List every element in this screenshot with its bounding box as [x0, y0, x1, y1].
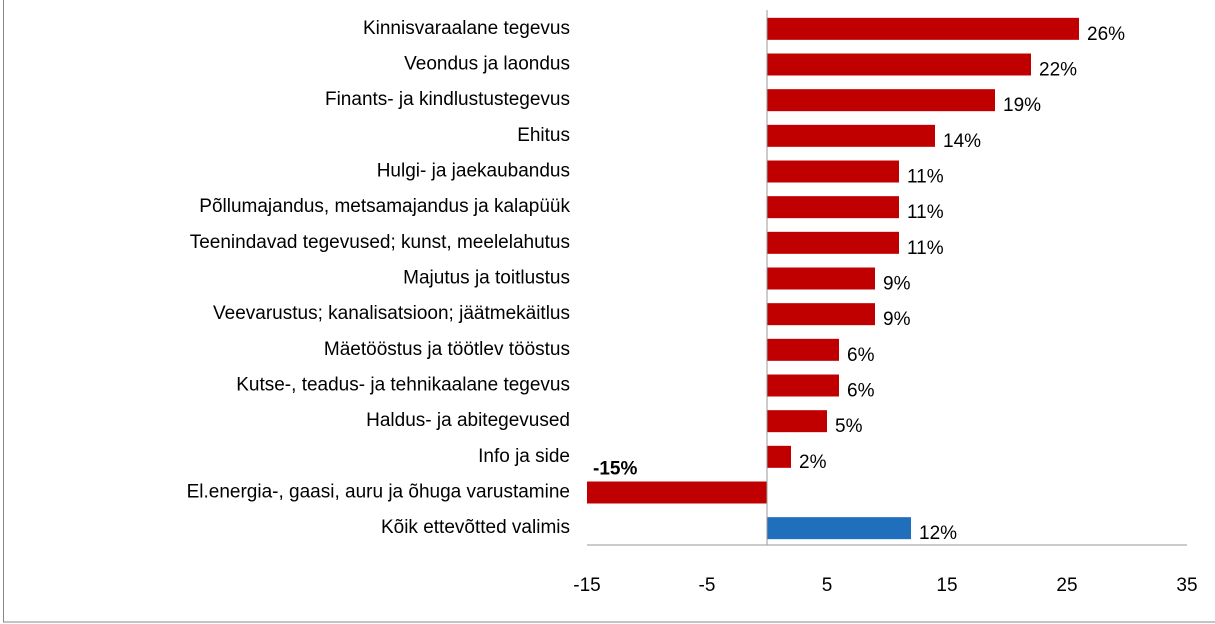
- value-label: 2%: [799, 452, 827, 473]
- bar: [767, 338, 839, 361]
- category-label: Mäetööstus ja töötlev tööstus: [324, 339, 570, 360]
- category-label: Haldus- ja abitegevused: [366, 410, 570, 431]
- category-label: Kõik ettevõtted valimis: [381, 517, 570, 538]
- bar: [767, 303, 875, 326]
- value-label: 11%: [907, 238, 944, 259]
- category-label: Veondus ja laondus: [404, 54, 570, 75]
- bar: [767, 17, 1079, 40]
- x-tick-label: 35: [1176, 575, 1197, 596]
- bar: [767, 410, 827, 433]
- value-label: 11%: [907, 167, 944, 188]
- value-label: 6%: [847, 345, 875, 366]
- category-label: Kinnisvaraalane tegevus: [363, 18, 570, 39]
- value-label: 12%: [919, 523, 957, 544]
- x-tick-label: -15: [573, 575, 600, 596]
- category-label: Finants- ja kindlustustegevus: [325, 89, 570, 110]
- value-label: 26%: [1087, 24, 1125, 45]
- bar: [767, 53, 1031, 76]
- value-label: 11%: [907, 202, 944, 223]
- value-label: 9%: [883, 309, 911, 330]
- category-label: El.energia-, gaasi, auru ja õhuga varust…: [187, 482, 570, 503]
- x-tick-label: -5: [699, 575, 716, 596]
- category-label: Põllumajandus, metsamajandus ja kalapüük: [199, 196, 570, 217]
- x-tick-label: 5: [822, 575, 833, 596]
- value-label: 22%: [1039, 60, 1077, 81]
- bar: [767, 445, 791, 468]
- category-label: Veevarustus; kanalisatsioon; jäätmekäitl…: [213, 303, 570, 324]
- value-label: 6%: [847, 381, 875, 402]
- value-label: -15%: [593, 459, 637, 480]
- chart-frame: [3, 0, 1215, 623]
- value-label: 5%: [835, 416, 863, 437]
- bar: [767, 89, 995, 112]
- category-label: Hulgi- ja jaekaubandus: [377, 161, 570, 182]
- bar: [767, 160, 899, 183]
- category-label: Ehitus: [517, 125, 570, 146]
- category-label: Teenindavad tegevused; kunst, meelelahut…: [190, 232, 570, 253]
- bar: [587, 481, 767, 504]
- x-tick-label: 25: [1056, 575, 1077, 596]
- bar: [767, 517, 911, 540]
- value-label: 19%: [1003, 95, 1041, 116]
- bar: [767, 196, 899, 219]
- bar: [767, 267, 875, 290]
- bar: [767, 231, 899, 254]
- x-tick-label: 15: [936, 575, 957, 596]
- value-label: 9%: [883, 274, 911, 295]
- category-label: Kutse-, teadus- ja tehnikaalane tegevus: [236, 375, 570, 396]
- category-label: Majutus ja toitlustus: [403, 268, 570, 289]
- bar: [767, 374, 839, 397]
- category-label: Info ja side: [478, 446, 570, 467]
- bar: [767, 124, 935, 147]
- value-label: 14%: [943, 131, 981, 152]
